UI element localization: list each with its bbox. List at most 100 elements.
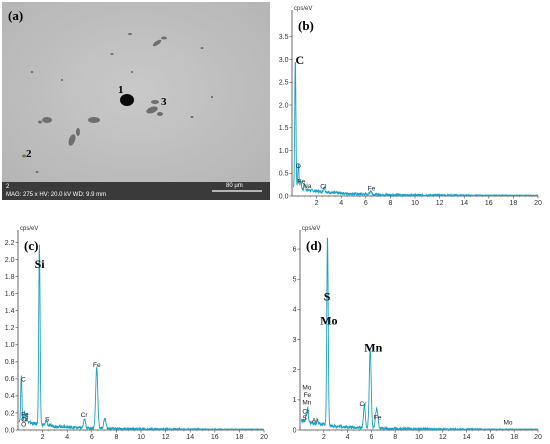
element-label-s: S <box>45 416 50 423</box>
element-label-si: Si <box>35 257 46 271</box>
y-tick-label: 0.2 <box>5 410 15 417</box>
x-tick-label: 6 <box>90 434 94 441</box>
spectrum-line <box>18 244 265 432</box>
spectrum-line <box>292 61 539 198</box>
x-tick-label: 14 <box>460 200 468 207</box>
y-tick-label: 3.0 <box>279 57 289 64</box>
x-tick-label: 16 <box>211 434 219 441</box>
sem-background <box>2 2 270 200</box>
x-tick-label: 20 <box>534 200 542 207</box>
element-label-fe: Fe <box>93 362 101 369</box>
element-label-cr: Cr <box>360 401 368 408</box>
sem-image: (a) 1 2 3 2 MAG: 275 x HV: 20.0 kV WD: 9… <box>2 2 270 200</box>
panel-label-b: (b) <box>298 18 314 33</box>
x-tick-label: 8 <box>388 200 392 207</box>
y-tick-label: 0.0 <box>5 427 15 434</box>
element-label-fe: Fe <box>298 178 306 185</box>
y-tick-label: 1.5 <box>279 125 289 132</box>
eds-spectrum-b: cps/eV 2 4 6 8 10 12 14 16 18 20 0.0 0.5 1.0 1.5 2.0 2.5… <box>276 2 548 208</box>
y-tick-label: 2.0 <box>279 102 289 109</box>
y-tick-label: 5 <box>293 277 297 284</box>
element-label-cr: Cr <box>21 416 29 423</box>
y-tick-label: 4 <box>293 307 297 314</box>
element-label-mn: Mn <box>364 341 382 355</box>
sem-image-panel: (a) 1 2 3 2 MAG: 275 x HV: 20.0 kV WD: 9… <box>2 2 270 200</box>
x-tick-label: 14 <box>186 434 194 441</box>
x-tick-label: 2 <box>322 434 326 441</box>
y-tick-label: 6 <box>293 246 297 253</box>
x-tick-label: 6 <box>369 434 373 441</box>
y-unit-label: cps/eV <box>302 226 320 232</box>
element-label-s: S <box>302 415 307 422</box>
element-label-mo: Mo <box>320 313 337 327</box>
y-tick-label: 1 <box>293 397 297 404</box>
eds-spectrum-c: cps/eV 2 4 6 8 10 12 14 16 18 20 0.0 0.2 0.4 0.6 0.8 1.0… <box>2 222 274 442</box>
eds-spectrum-d: cps/eV 2 4 6 8 10 12 14 16 18 20 0 1 2 3 4 5 6 S Mo Mn Mo Fe Mn… <box>278 222 548 442</box>
element-label-c: C <box>295 53 304 67</box>
y-tick-label: 0.6 <box>5 376 15 383</box>
spectrum-line <box>300 237 539 432</box>
sem-corner-id: 2 <box>6 184 10 190</box>
sem-marker-2: 2 <box>26 148 32 160</box>
y-tick-label: 0.4 <box>5 393 15 400</box>
x-tick-label: 10 <box>411 200 419 207</box>
sem-marker-3: 3 <box>161 96 167 108</box>
element-label-s: S <box>324 289 331 303</box>
sem-scale-label: 80 µm <box>226 183 243 189</box>
element-label-c: C <box>21 376 26 383</box>
x-tick-label: 16 <box>485 200 493 207</box>
y-tick-label: 0.0 <box>279 193 289 200</box>
x-tick-label: 12 <box>162 434 170 441</box>
element-label-na: Na <box>303 183 312 190</box>
element-label-mo: Mo <box>503 420 512 427</box>
x-tick-label: 12 <box>436 200 444 207</box>
panel-label-c: (c) <box>24 238 38 253</box>
element-label-fe: Fe <box>21 411 29 418</box>
x-tick-label: 6 <box>364 200 368 207</box>
x-tick-label: 18 <box>510 200 518 207</box>
sem-marker-1: 1 <box>118 84 124 96</box>
x-tick-label: 18 <box>510 434 518 441</box>
y-tick-label: 0.8 <box>5 359 15 366</box>
x-tick-label: 14 <box>463 434 471 441</box>
element-label-cl: Cl <box>320 184 327 191</box>
element-label-fe: Fe <box>304 392 312 399</box>
sem-pore <box>120 94 134 106</box>
element-label-fe: Fe <box>368 186 376 193</box>
y-tick-label: 0 <box>293 427 297 434</box>
y-tick-label: 2.5 <box>279 80 289 87</box>
element-label-o: O <box>296 163 301 170</box>
y-tick-label: 0.5 <box>279 171 289 178</box>
x-tick-label: 8 <box>393 434 397 441</box>
y-tick-label: 2.0 <box>5 257 15 264</box>
y-unit-label: cps/eV <box>20 226 38 232</box>
x-tick-label: 12 <box>439 434 447 441</box>
element-label-mn: Mn <box>302 399 311 406</box>
element-label-cr: Cr <box>81 412 89 419</box>
x-tick-label: 8 <box>114 434 118 441</box>
element-label-fe: Fe <box>374 414 382 421</box>
sem-info-bar <box>2 182 270 200</box>
chart-c: cps/eV 2 4 6 8 10 12 14 16 18 20 0.0 0.2 0.4 0.6 0.8 1.0… <box>5 226 268 441</box>
sem-inclusions <box>22 33 214 173</box>
x-tick-label: 20 <box>534 434 542 441</box>
sem-info-text: MAG: 275 x HV: 20.0 kV WD: 9.9 mm <box>6 192 106 198</box>
x-tick-label: 4 <box>65 434 69 441</box>
y-tick-label: 3 <box>293 337 297 344</box>
y-tick-label: 3.5 <box>279 34 289 41</box>
x-tick-label: 2 <box>315 200 319 207</box>
element-label-o: O <box>21 422 26 429</box>
y-tick-label: 1.2 <box>5 325 15 332</box>
y-tick-label: 1.6 <box>5 291 15 298</box>
panel-label-a: (a) <box>8 8 23 23</box>
x-tick-label: 20 <box>260 434 268 441</box>
x-tick-label: 16 <box>487 434 495 441</box>
x-tick-label: 18 <box>236 434 244 441</box>
y-tick-label: 1.0 <box>5 342 15 349</box>
y-tick-label: 1.4 <box>5 308 15 315</box>
x-tick-label: 4 <box>339 200 343 207</box>
panel-label-d: (d) <box>306 238 322 253</box>
element-label-mo: Mo <box>302 384 311 391</box>
x-tick-label: 10 <box>415 434 423 441</box>
chart-d: cps/eV2 4 6 8 10 12 14 16 18 200123456SMoMnMoFeMn… <box>293 226 542 441</box>
